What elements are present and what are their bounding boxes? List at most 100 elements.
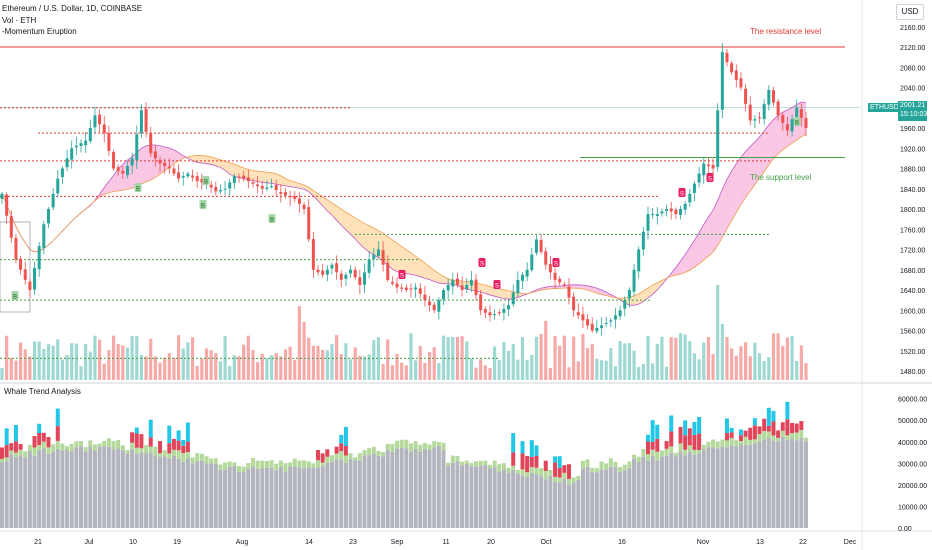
volume-bar [767, 357, 771, 380]
ribbon-segment [285, 178, 291, 187]
hist-bar-green [799, 429, 804, 438]
hist-bar [167, 458, 172, 528]
volume-bar [479, 359, 483, 380]
hist-bar [687, 451, 692, 528]
hist-bar-green [376, 450, 381, 456]
volume-bar [186, 342, 190, 380]
signal-markers: B B B B B B S S S S S S [11, 117, 801, 301]
candle-body [762, 103, 766, 119]
hist-bar [576, 479, 581, 528]
volume-bar [116, 343, 120, 380]
ribbon-segment [304, 184, 309, 192]
volume-bar [581, 334, 585, 380]
hist-bar-red [139, 434, 144, 449]
candle-body [65, 158, 69, 168]
candle-body [214, 186, 218, 192]
volume-bar [125, 347, 130, 380]
hist-bar [274, 470, 279, 528]
candle-body [641, 231, 645, 250]
hist-bar [353, 460, 358, 528]
hist-bar [645, 460, 650, 528]
hist-bar-green [274, 463, 279, 471]
hist-bar-red [655, 438, 660, 452]
volume-bar [497, 359, 501, 380]
volume-bar [706, 337, 711, 380]
candle-body [437, 300, 441, 312]
hist-bar-green [139, 448, 144, 453]
last-price-tag: ETHUSD 2001.21 15:10:03 [868, 101, 928, 121]
panel-title: Whale Trend Analysis [4, 387, 81, 396]
ribbon-segment [429, 266, 435, 282]
volume-bar [84, 344, 88, 380]
candle-body [567, 286, 571, 298]
time-tick-label: 21 [34, 539, 42, 546]
hist-bar-green [715, 441, 720, 449]
volume-bar [335, 335, 339, 380]
ribbon-segment [336, 205, 342, 226]
candle-body [776, 101, 780, 116]
volume-bar [776, 333, 780, 380]
price-tick-label: 2040.00 [900, 86, 925, 93]
volume-bar [74, 343, 78, 380]
volume-bar [404, 365, 408, 380]
hist-bar-green [102, 440, 107, 447]
candle-body [469, 279, 473, 286]
hist-bar-green [539, 468, 544, 477]
ribbon-segment [601, 289, 607, 296]
hist-bar-red [692, 435, 697, 450]
price-tick-label: 1760.00 [900, 227, 925, 234]
hist-bar-green [27, 444, 32, 452]
candle-body [307, 207, 311, 240]
candle-body [702, 163, 706, 176]
volume-bar [539, 333, 543, 380]
buy-signal-label: B [795, 121, 799, 127]
hist-bar [41, 448, 46, 528]
volume-bar [702, 342, 706, 380]
buy-signal-label: B [201, 204, 205, 210]
time-tick-label: 11 [442, 539, 449, 546]
hist-bar-red [13, 441, 18, 453]
sell-signal-label: S [480, 262, 484, 268]
hist-bar-cyan [4, 428, 9, 446]
hist-bar-green [343, 455, 348, 463]
currency-button[interactable]: USD [896, 4, 924, 20]
hist-bar-red [511, 452, 516, 466]
ribbon-segment [573, 284, 579, 289]
hist-bar-green [757, 434, 762, 442]
hist-bar [548, 475, 553, 528]
candle-body [14, 237, 18, 260]
volume-bar [785, 337, 790, 380]
hist-bar-red [343, 445, 348, 456]
volume-bar [283, 349, 288, 380]
hist-bar [83, 451, 88, 528]
hist-bar-green [60, 443, 65, 451]
hist-bar-red [683, 435, 688, 450]
candle-body [270, 186, 274, 188]
hist-bar-green [720, 439, 725, 447]
volume-bar [534, 336, 539, 380]
hist-bar [483, 465, 488, 528]
candle-body [130, 158, 134, 166]
candle-body [521, 274, 525, 281]
volume-bar [200, 358, 204, 380]
hist-bar [120, 450, 125, 528]
hist-bar [525, 476, 530, 528]
candle-body [223, 188, 227, 190]
hist-bar [23, 457, 28, 528]
ribbon-segment [643, 288, 648, 302]
hist-bar-green [278, 460, 283, 467]
ribbon-segment [434, 270, 439, 284]
hist-bar-red [794, 423, 799, 433]
candle-body [418, 288, 422, 294]
candle-body [149, 132, 153, 154]
hist-bar [413, 449, 418, 528]
hist-bar-red [339, 443, 344, 452]
indicator-legend: -Momentum Eruption [2, 27, 77, 36]
hist-bar-red [325, 449, 330, 457]
hist-bar-green [269, 460, 274, 468]
price-candles [0, 43, 808, 336]
hist-bar-cyan [511, 433, 516, 453]
time-tick-label: Jul [85, 539, 94, 546]
hist-bar-green [32, 447, 37, 456]
